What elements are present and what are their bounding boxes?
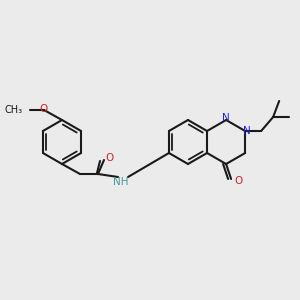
Text: N: N [222,113,230,123]
Text: CH₃: CH₃ [5,105,23,115]
Text: O: O [105,153,113,163]
Text: O: O [40,104,48,114]
Text: O: O [234,176,242,186]
Text: NH: NH [113,177,129,187]
Text: N: N [243,126,251,136]
